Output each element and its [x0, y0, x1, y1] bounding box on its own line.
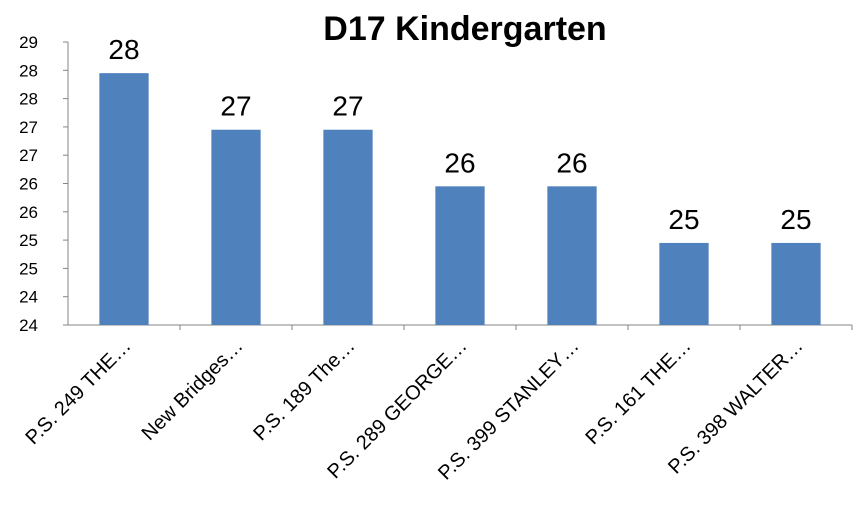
- data-label: 26: [444, 147, 475, 178]
- bar: [323, 129, 373, 325]
- y-tick-label: 28: [19, 90, 38, 109]
- y-tick-label: 25: [19, 231, 38, 250]
- y-tick-label: 28: [19, 61, 38, 80]
- data-label: 25: [668, 204, 699, 235]
- bar: [659, 242, 709, 325]
- data-label: 27: [332, 91, 363, 122]
- bar: [211, 129, 261, 325]
- data-label: 25: [780, 204, 811, 235]
- y-tick-label: 27: [19, 146, 38, 165]
- bar: [771, 242, 821, 325]
- y-tick-label: 25: [19, 259, 38, 278]
- chart-title: D17 Kindergarten: [323, 10, 606, 48]
- x-tick-label: P.S. 249 THE…: [21, 335, 135, 449]
- bar: [547, 186, 597, 325]
- bar: [435, 186, 485, 325]
- x-tick-label: P.S. 189 The…: [249, 335, 359, 445]
- y-tick-label: 27: [19, 118, 38, 137]
- y-tick-label: 26: [19, 203, 38, 222]
- data-label: 26: [556, 147, 587, 178]
- y-tick-label: 29: [19, 33, 38, 52]
- data-label: 27: [220, 91, 251, 122]
- bar: [99, 73, 149, 325]
- data-label: 28: [108, 34, 139, 65]
- y-tick-label: 24: [19, 288, 38, 307]
- y-tick-label: 26: [19, 175, 38, 194]
- x-tick-label: P.S. 161 THE…: [581, 335, 695, 449]
- x-tick-label: New Bridges…: [138, 335, 248, 445]
- y-tick-label: 24: [19, 316, 38, 335]
